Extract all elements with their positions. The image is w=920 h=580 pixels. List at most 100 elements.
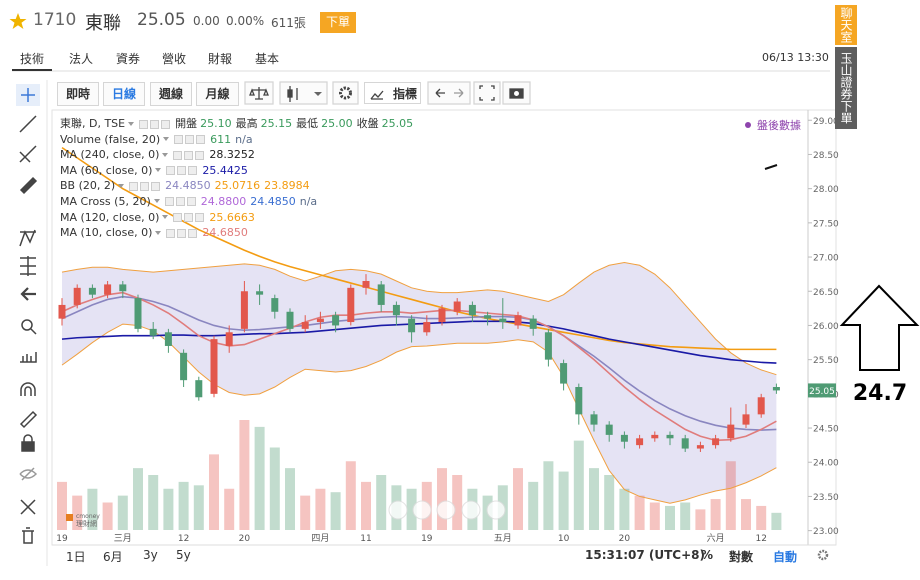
zoom-icon[interactable]	[21, 319, 33, 331]
legend-icon[interactable]	[173, 150, 183, 160]
legend-icon[interactable]	[129, 181, 139, 191]
last-price-label: 25.05	[809, 387, 835, 397]
legend-icon[interactable]	[184, 213, 194, 223]
legend-icon[interactable]	[177, 166, 187, 176]
fib-icon[interactable]	[19, 145, 37, 163]
volume-bar	[741, 499, 751, 530]
legend-value: 24.6850	[202, 226, 248, 240]
candle-body	[529, 318, 537, 329]
nav-button[interactable]	[436, 500, 456, 520]
range-button[interactable]: 1日	[66, 550, 86, 564]
legend-icon[interactable]	[166, 166, 176, 176]
trendline-icon[interactable]	[19, 115, 37, 133]
auto-toggle[interactable]: 自動	[773, 550, 798, 564]
volume-bar	[634, 495, 645, 530]
legend-icon[interactable]	[151, 181, 161, 191]
candle-body	[149, 328, 157, 336]
legend-icon[interactable]	[188, 166, 198, 176]
ruler-icon[interactable]	[20, 352, 37, 363]
candle-icon-body	[287, 89, 293, 98]
magnet-icon[interactable]	[20, 382, 36, 396]
settings-button[interactable]	[332, 81, 359, 105]
y-tick-label: 24.50	[813, 425, 839, 435]
daily-button[interactable]: 日線	[103, 82, 145, 106]
tab[interactable]: 營收	[162, 52, 187, 66]
legend-value: 25.4425	[202, 163, 248, 177]
chart-style-button[interactable]	[279, 81, 328, 105]
volume-bar	[589, 468, 599, 530]
y-tick-label: 23.00	[813, 527, 839, 537]
after-hours-label[interactable]: 盤後數據	[757, 118, 801, 132]
candle-body	[104, 284, 112, 295]
lock-icon[interactable]	[21, 441, 35, 452]
legend-icon[interactable]	[186, 197, 196, 207]
legend-icon[interactable]	[140, 181, 150, 191]
nav-button[interactable]	[412, 500, 432, 520]
tab[interactable]: 資券	[116, 52, 141, 66]
eye-icon[interactable]	[19, 467, 38, 481]
legend-icon[interactable]	[195, 150, 205, 160]
volume-bar	[239, 420, 250, 530]
range-button[interactable]: 5y	[176, 548, 191, 562]
legend-icon[interactable]	[173, 213, 183, 223]
timestamp: 06/13 13:30	[762, 51, 829, 64]
undo-redo-button[interactable]	[427, 81, 471, 105]
y-tick-label: 23.50	[813, 493, 839, 503]
y-tick-label: 28.50	[813, 151, 839, 161]
monthly-button[interactable]: 月線	[196, 82, 239, 106]
order-button[interactable]: 下單	[320, 12, 356, 33]
tab[interactable]: 技術	[20, 52, 45, 66]
candle-body	[377, 284, 385, 305]
percent-toggle[interactable]: %	[701, 548, 714, 562]
candle-body	[681, 438, 689, 449]
candle-body	[514, 315, 522, 326]
legend-icon[interactable]	[188, 228, 198, 238]
ohlc-value: 25.15	[260, 117, 293, 130]
levels-icon[interactable]	[20, 256, 36, 276]
log-toggle[interactable]: 對數	[729, 550, 754, 564]
brush-icon[interactable]	[19, 176, 38, 195]
tab[interactable]: 財報	[208, 52, 233, 66]
legend-value: 25.6663	[209, 210, 255, 224]
nav-button[interactable]	[486, 500, 506, 520]
tab[interactable]: 基本	[255, 52, 280, 66]
bottom-gear-icon[interactable]	[817, 549, 829, 561]
trash-icon[interactable]	[22, 527, 34, 544]
volume-bar	[513, 468, 523, 530]
measure-icon[interactable]	[19, 229, 36, 247]
undo-icon	[435, 88, 445, 98]
legend-icon[interactable]	[166, 228, 176, 238]
arrow-icon[interactable]	[20, 287, 36, 301]
favorite-star[interactable]	[9, 13, 27, 29]
legend-icon[interactable]	[139, 119, 149, 129]
legend-icon[interactable]	[184, 150, 194, 160]
legend-icon[interactable]	[161, 119, 171, 129]
ohlc-label: 最低	[296, 117, 319, 130]
indicator-button[interactable]: 指標	[364, 82, 421, 104]
fullscreen-button[interactable]	[473, 81, 501, 105]
legend-icon[interactable]	[174, 135, 184, 145]
legend-icon[interactable]	[150, 119, 160, 129]
legend-row: MA Cross (5, 20) 24.8800 24.4850 n/a	[60, 194, 413, 210]
chat-button[interactable]: 聊天室	[835, 5, 857, 45]
range-button[interactable]: 3y	[143, 548, 158, 562]
pencil-icon[interactable]	[19, 410, 38, 429]
zoom-handle	[30, 328, 37, 335]
legend-icon[interactable]	[195, 213, 205, 223]
legend-icon[interactable]	[175, 197, 185, 207]
legend-icon[interactable]	[164, 197, 174, 207]
legend-icon[interactable]	[196, 135, 206, 145]
weekly-button[interactable]: 週線	[150, 82, 192, 106]
legend-dropdown	[118, 183, 125, 188]
broker-order-button[interactable]: 玉山證券下單	[835, 47, 857, 129]
y-tick-label: 26.50	[813, 288, 839, 298]
tools-icon[interactable]	[20, 499, 36, 515]
legend-icon[interactable]	[177, 228, 187, 238]
legend-icon[interactable]	[185, 135, 195, 145]
nav-button[interactable]	[388, 500, 408, 520]
lock-shackle	[23, 434, 33, 442]
range-button[interactable]: 6月	[103, 550, 123, 564]
nav-button[interactable]	[461, 500, 481, 520]
realtime-button[interactable]: 即時	[57, 82, 99, 106]
tab[interactable]: 法人	[69, 52, 94, 66]
